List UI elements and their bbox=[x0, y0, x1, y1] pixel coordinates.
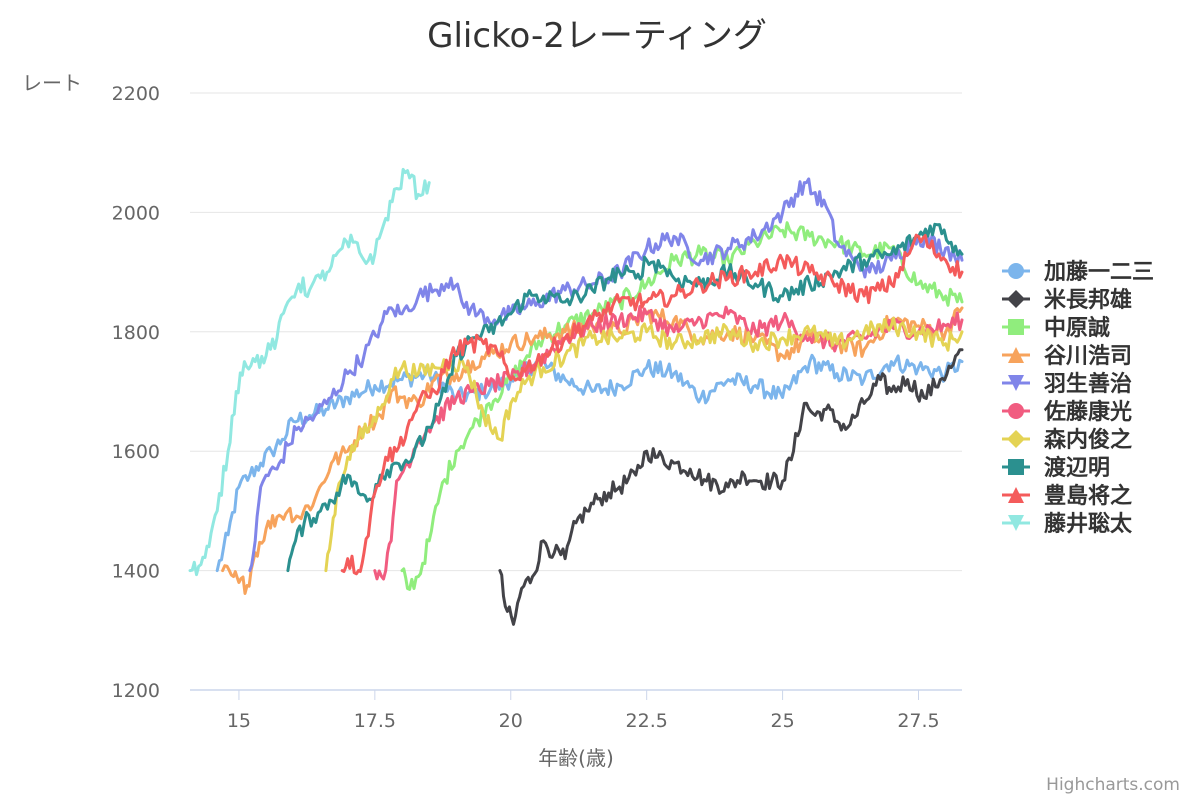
legend-item[interactable]: 羽生善治 bbox=[1002, 371, 1132, 397]
series-line bbox=[400, 221, 964, 591]
x-tick-label: 22.5 bbox=[626, 710, 668, 732]
series-line bbox=[340, 233, 964, 576]
legend-label: 米長邦雄 bbox=[1044, 288, 1132, 313]
x-axis-title: 年齢(歳) bbox=[538, 746, 614, 770]
series-line bbox=[286, 222, 964, 573]
series-line bbox=[498, 348, 964, 626]
legend-marker bbox=[1008, 375, 1024, 391]
series-line bbox=[215, 353, 964, 573]
y-tick-label: 2000 bbox=[112, 202, 160, 224]
legend-marker bbox=[1007, 290, 1025, 308]
legend-label: 渡辺明 bbox=[1044, 455, 1110, 481]
legend-label: 藤井聡太 bbox=[1044, 511, 1133, 537]
x-tick-label: 27.5 bbox=[897, 710, 939, 732]
chart-title: Glicko-2レーティング bbox=[427, 16, 767, 56]
y-tick-label: 1600 bbox=[112, 441, 160, 463]
legend-marker bbox=[1008, 263, 1024, 279]
legend-label: 佐藤康光 bbox=[1043, 399, 1132, 425]
legend-label: 森内俊之 bbox=[1044, 427, 1132, 453]
y-tick-label: 1800 bbox=[112, 322, 160, 344]
x-tick-label: 17.5 bbox=[354, 710, 396, 732]
legend-item[interactable]: 豊島将之 bbox=[1002, 483, 1132, 509]
legend-item[interactable]: 佐藤康光 bbox=[1002, 399, 1132, 425]
legend-marker bbox=[1008, 347, 1024, 363]
legend-item[interactable]: 谷川浩司 bbox=[1002, 344, 1132, 369]
legend-label: 豊島将之 bbox=[1044, 483, 1132, 509]
legend-marker bbox=[1007, 430, 1025, 448]
x-tick-label: 25 bbox=[770, 710, 794, 732]
legend-label: 谷川浩司 bbox=[1044, 344, 1132, 369]
legend-marker bbox=[1008, 319, 1024, 335]
x-axis: 15 17.5 20 22.5 25 27.5 bbox=[190, 689, 962, 732]
legend-item[interactable]: 加藤一二三 bbox=[1002, 259, 1154, 285]
series-line bbox=[248, 177, 964, 573]
x-tick-label: 15 bbox=[227, 710, 251, 732]
series-lines bbox=[188, 167, 964, 626]
legend-label: 羽生善治 bbox=[1044, 371, 1132, 397]
y-axis-ticks: 1200 1400 1600 1800 2000 2200 bbox=[112, 83, 160, 702]
legend-marker bbox=[1008, 403, 1024, 419]
legend-marker bbox=[1008, 459, 1024, 475]
y-tick-label: 1200 bbox=[112, 680, 160, 702]
credits-link[interactable]: Highcharts.com bbox=[1046, 775, 1180, 795]
y-axis-title: レート bbox=[22, 71, 82, 95]
y-tick-label: 1400 bbox=[112, 561, 160, 583]
legend-item[interactable]: 森内俊之 bbox=[1002, 427, 1132, 453]
x-tick-label: 20 bbox=[499, 710, 523, 732]
legend-marker bbox=[1008, 487, 1024, 503]
legend-item[interactable]: 渡辺明 bbox=[1002, 455, 1110, 481]
series-line bbox=[188, 167, 431, 577]
legend-marker bbox=[1008, 515, 1024, 531]
series-line bbox=[324, 316, 964, 573]
legend-label: 加藤一二三 bbox=[1043, 259, 1154, 285]
legend-item[interactable]: 米長邦雄 bbox=[1002, 288, 1132, 313]
legend-item[interactable]: 中原誠 bbox=[1002, 315, 1110, 341]
y-tick-label: 2200 bbox=[112, 83, 160, 105]
legend-item[interactable]: 藤井聡太 bbox=[1002, 511, 1133, 537]
legend-label: 中原誠 bbox=[1044, 315, 1110, 341]
